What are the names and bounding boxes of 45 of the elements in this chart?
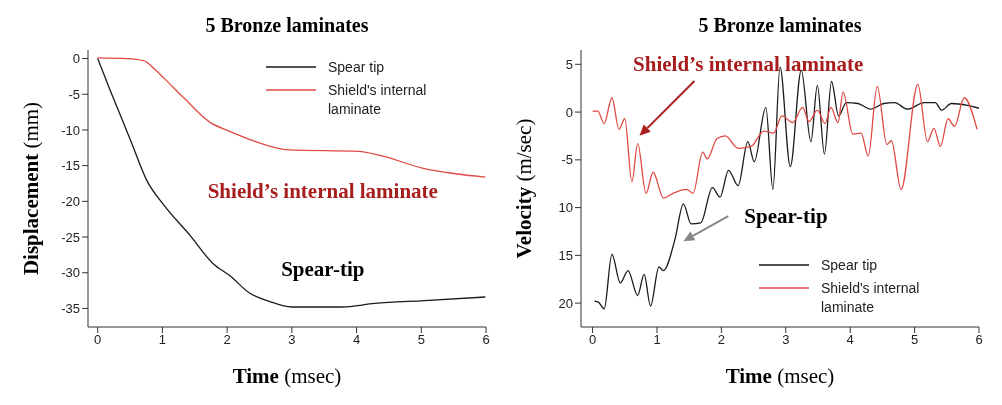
x-axis-title: Time (msec) <box>725 364 835 388</box>
x-axis-title: Time (msec) <box>232 364 342 388</box>
y-tick-label: 10 <box>558 200 573 216</box>
x-tick-label: 3 <box>782 332 790 348</box>
x-tick-label: 4 <box>352 332 361 348</box>
x-tick-label: 2 <box>223 332 231 348</box>
line-series <box>97 57 486 308</box>
x-tick-label: 5 <box>417 332 425 348</box>
y-tick-label: -30 <box>61 265 80 281</box>
y-tick-label: -20 <box>61 193 80 209</box>
x-tick-label: 6 <box>975 332 983 348</box>
y-tick-label: -25 <box>61 229 80 245</box>
x-tick-label: 4 <box>846 332 854 348</box>
legend-label: Shield's internal laminate <box>821 280 920 315</box>
x-tick-label: 0 <box>588 332 597 348</box>
y-tick-label: -10 <box>61 122 80 138</box>
legend-label: Spear tip <box>328 59 385 75</box>
y-tick-label: 5 <box>565 56 573 72</box>
y-tick-label: 15 <box>558 247 573 263</box>
line-series <box>591 83 978 199</box>
x-tick-label: 2 <box>717 332 726 348</box>
annotation: Spear-tip <box>281 256 365 281</box>
y-axis-title: Velocity (m/sec) <box>512 118 536 259</box>
legend-label: Shield's internal laminate <box>328 82 427 117</box>
legend-label: Spear tip <box>821 257 878 273</box>
x-tick-label: 6 <box>482 332 490 348</box>
x-tick-label: 5 <box>910 332 919 348</box>
annotation: Shield’s internal laminate <box>633 51 864 76</box>
line-series <box>97 57 486 178</box>
annotation: Spear-tip <box>744 204 828 229</box>
x-tick-label: 1 <box>653 332 661 348</box>
x-tick-label: 1 <box>158 332 167 348</box>
y-tick-label: -35 <box>61 301 80 317</box>
y-tick-label: 0 <box>565 104 573 120</box>
chart-title: 5 Bronze laminates <box>698 14 862 36</box>
x-tick-label: 3 <box>288 332 296 348</box>
y-tick-label: 0 <box>72 51 80 67</box>
y-tick-label: -5 <box>561 152 573 168</box>
y-tick-label: 20 <box>558 295 573 311</box>
y-axis-title: Displacement (mm) <box>19 101 43 276</box>
y-tick-label: -5 <box>68 86 80 102</box>
annotation: Shield’s internal laminate <box>207 179 438 204</box>
chart-title: 5 Bronze laminates <box>205 14 369 36</box>
y-tick-label: -15 <box>61 158 80 174</box>
x-tick-label: 0 <box>94 332 102 348</box>
